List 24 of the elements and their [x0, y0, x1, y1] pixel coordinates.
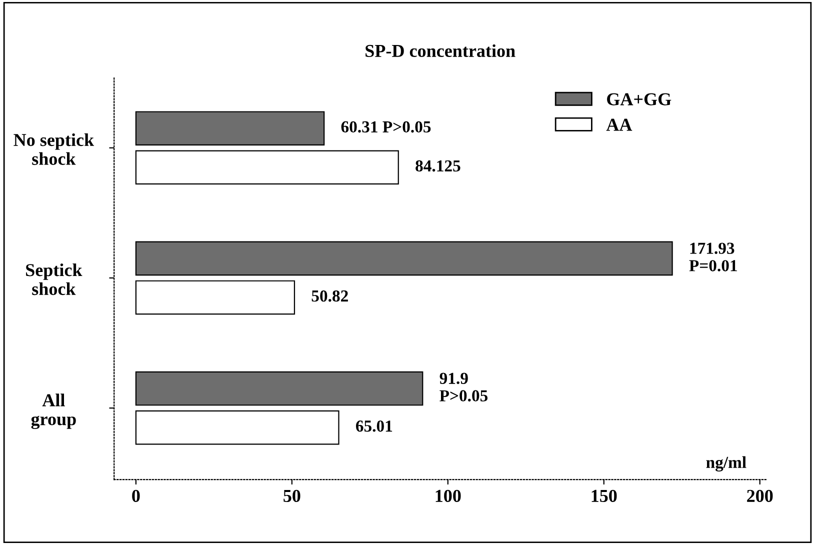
x-tick-label: 150	[592, 490, 617, 502]
bar	[135, 410, 340, 445]
bar	[135, 150, 399, 185]
y-tick-label: No septick shock	[14, 133, 94, 165]
legend-label: AA	[606, 118, 632, 131]
x-tick-label: 200	[747, 490, 773, 502]
x-tick-label: 100	[436, 490, 461, 502]
y-tick-label: Septick shock	[26, 264, 82, 296]
data-label: 60.31 P>0.05	[341, 121, 431, 133]
bar	[135, 280, 296, 315]
data-label: 91.9 P>0.05	[440, 372, 488, 402]
bar	[135, 241, 673, 276]
data-label: 84.125	[416, 160, 460, 172]
data-label: 171.93 P=0.01	[689, 242, 737, 272]
data-label: 50.82	[312, 290, 348, 302]
chart-title: SP-D concentration	[366, 44, 516, 58]
x-tick-label: 0	[132, 490, 140, 502]
y-tick-label: All group	[31, 394, 76, 430]
x-axis-title: ng/ml	[706, 456, 746, 472]
bar	[135, 371, 424, 406]
bar	[135, 111, 325, 146]
data-label: 65.01	[356, 420, 392, 432]
legend-label: GA+GG	[607, 93, 672, 106]
x-tick-label: 50	[284, 490, 300, 502]
